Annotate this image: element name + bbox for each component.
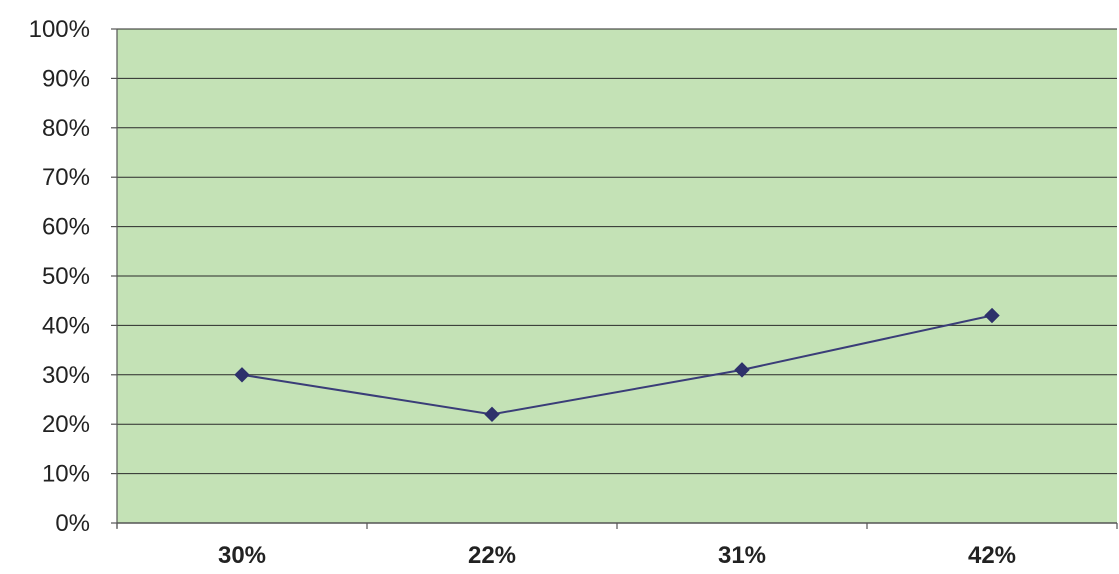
y-tick-label: 0% bbox=[55, 510, 90, 537]
x-tick-label: 22% bbox=[468, 542, 516, 569]
y-tick-label: 40% bbox=[42, 312, 90, 339]
x-tick-label: 31% bbox=[718, 542, 766, 569]
y-tick-label: 10% bbox=[42, 461, 90, 488]
y-tick-label: 20% bbox=[42, 411, 90, 438]
y-tick-label: 80% bbox=[42, 115, 90, 142]
data-point-marker bbox=[734, 362, 750, 378]
gridlines bbox=[117, 28, 1117, 475]
data-point-marker bbox=[484, 406, 500, 423]
data-point-marker bbox=[984, 307, 1000, 324]
x-tick-label: 30% bbox=[218, 542, 266, 569]
y-tick-label: 60% bbox=[42, 214, 90, 241]
series-line bbox=[241, 314, 993, 416]
x-tick-label: 42% bbox=[968, 542, 1016, 569]
y-tick-label: 90% bbox=[42, 65, 90, 92]
x-axis-tick-labels: 30% 22% 31% 42% bbox=[218, 542, 1016, 569]
y-axis-tick-labels: 0% 10% 20% 30% 40% 50% 60% 70% 80% 90% 100% bbox=[29, 16, 90, 537]
y-tick-label: 70% bbox=[42, 164, 90, 191]
axes bbox=[111, 28, 1118, 529]
series bbox=[234, 307, 1000, 423]
data-point-marker bbox=[234, 367, 250, 383]
y-tick-label: 30% bbox=[42, 362, 90, 389]
y-tick-label: 50% bbox=[42, 263, 90, 290]
y-tick-label: 100% bbox=[29, 16, 90, 43]
